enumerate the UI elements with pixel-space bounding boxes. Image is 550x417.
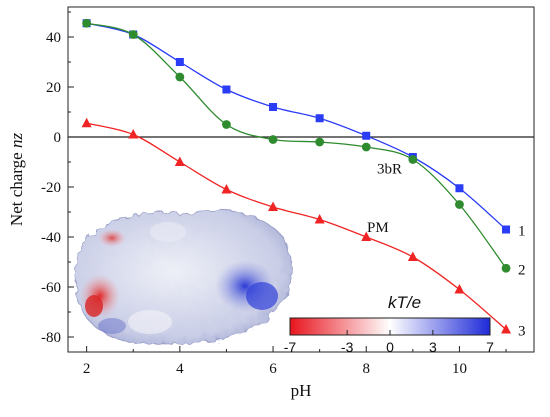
colorbar-tick-label: 3 bbox=[429, 339, 437, 355]
data-point bbox=[222, 120, 231, 129]
colorbar-tick-label: 7 bbox=[486, 339, 494, 355]
series-2 bbox=[82, 18, 511, 273]
data-point bbox=[175, 72, 185, 82]
data-point bbox=[455, 200, 464, 209]
x-tick-label: 2 bbox=[83, 361, 91, 377]
series-1 bbox=[82, 19, 511, 234]
series-2-line bbox=[86, 22, 507, 269]
x-tick-label: 8 bbox=[362, 361, 370, 377]
series-3 bbox=[81, 117, 512, 334]
data-point bbox=[268, 135, 278, 144]
data-point bbox=[361, 142, 371, 152]
protein-surface-inset bbox=[74, 210, 293, 345]
data-point bbox=[269, 103, 278, 111]
data-point bbox=[501, 324, 512, 334]
y-tick-label: 40 bbox=[46, 30, 61, 46]
colorbar-title: kT/e bbox=[388, 293, 421, 312]
data-point bbox=[221, 184, 232, 194]
data-point bbox=[315, 137, 325, 147]
data-point bbox=[454, 284, 465, 294]
data-point bbox=[128, 129, 139, 139]
data-point bbox=[361, 231, 372, 241]
y-tick-label: -20 bbox=[41, 180, 61, 196]
x-tick-label: 6 bbox=[269, 361, 277, 377]
data-point bbox=[362, 131, 371, 140]
series bbox=[81, 18, 512, 334]
data-point bbox=[502, 225, 511, 234]
data-point bbox=[315, 114, 324, 123]
x-tick-label: 4 bbox=[176, 361, 184, 377]
data-point bbox=[82, 18, 92, 28]
plot-frame bbox=[67, 6, 535, 353]
series-3-line bbox=[86, 122, 507, 330]
series-1-line bbox=[86, 22, 507, 230]
y-tick-label: -60 bbox=[41, 280, 61, 296]
data-point bbox=[174, 156, 185, 166]
y-axis-title: Net charge nz bbox=[7, 133, 26, 227]
data-point bbox=[314, 214, 325, 224]
data-point bbox=[455, 184, 464, 193]
y-tick-label: 0 bbox=[54, 130, 62, 146]
x-tick-label: 10 bbox=[452, 361, 467, 377]
data-point bbox=[501, 263, 511, 273]
series-2-label: 2 bbox=[518, 262, 526, 278]
colorbar-tick-label: 0 bbox=[386, 339, 394, 355]
data-point bbox=[268, 201, 279, 211]
colorbar-tick-label: -3 bbox=[341, 339, 354, 355]
data-point bbox=[407, 251, 418, 261]
data-point bbox=[128, 30, 138, 39]
labels: 1 2 3 3bR PM bbox=[367, 161, 525, 339]
data-point bbox=[222, 85, 231, 94]
data-point bbox=[175, 58, 184, 66]
data-point bbox=[408, 155, 418, 164]
y-tick-label: 20 bbox=[46, 80, 61, 96]
axes: 2 4 6 8 10 -80 -60 -40 -20 0 20 40 pH Net charge nz bbox=[7, 11, 507, 400]
series-1-label: 1 bbox=[518, 224, 526, 240]
colorbar-ticks: -7 -3 0 3 7 bbox=[284, 330, 494, 355]
colorbar: kT/e -7 -3 0 3 7 bbox=[284, 293, 494, 355]
colorbar-tick-label: -7 bbox=[284, 339, 297, 355]
data-point bbox=[81, 117, 92, 128]
y-tick-label: -80 bbox=[41, 330, 61, 346]
annotation-label: PM bbox=[367, 220, 389, 236]
x-axis-title: pH bbox=[291, 381, 312, 400]
series-3-label: 3 bbox=[518, 324, 526, 340]
y-tick-label: -40 bbox=[41, 230, 61, 246]
annotation-label: 3bR bbox=[377, 161, 402, 177]
